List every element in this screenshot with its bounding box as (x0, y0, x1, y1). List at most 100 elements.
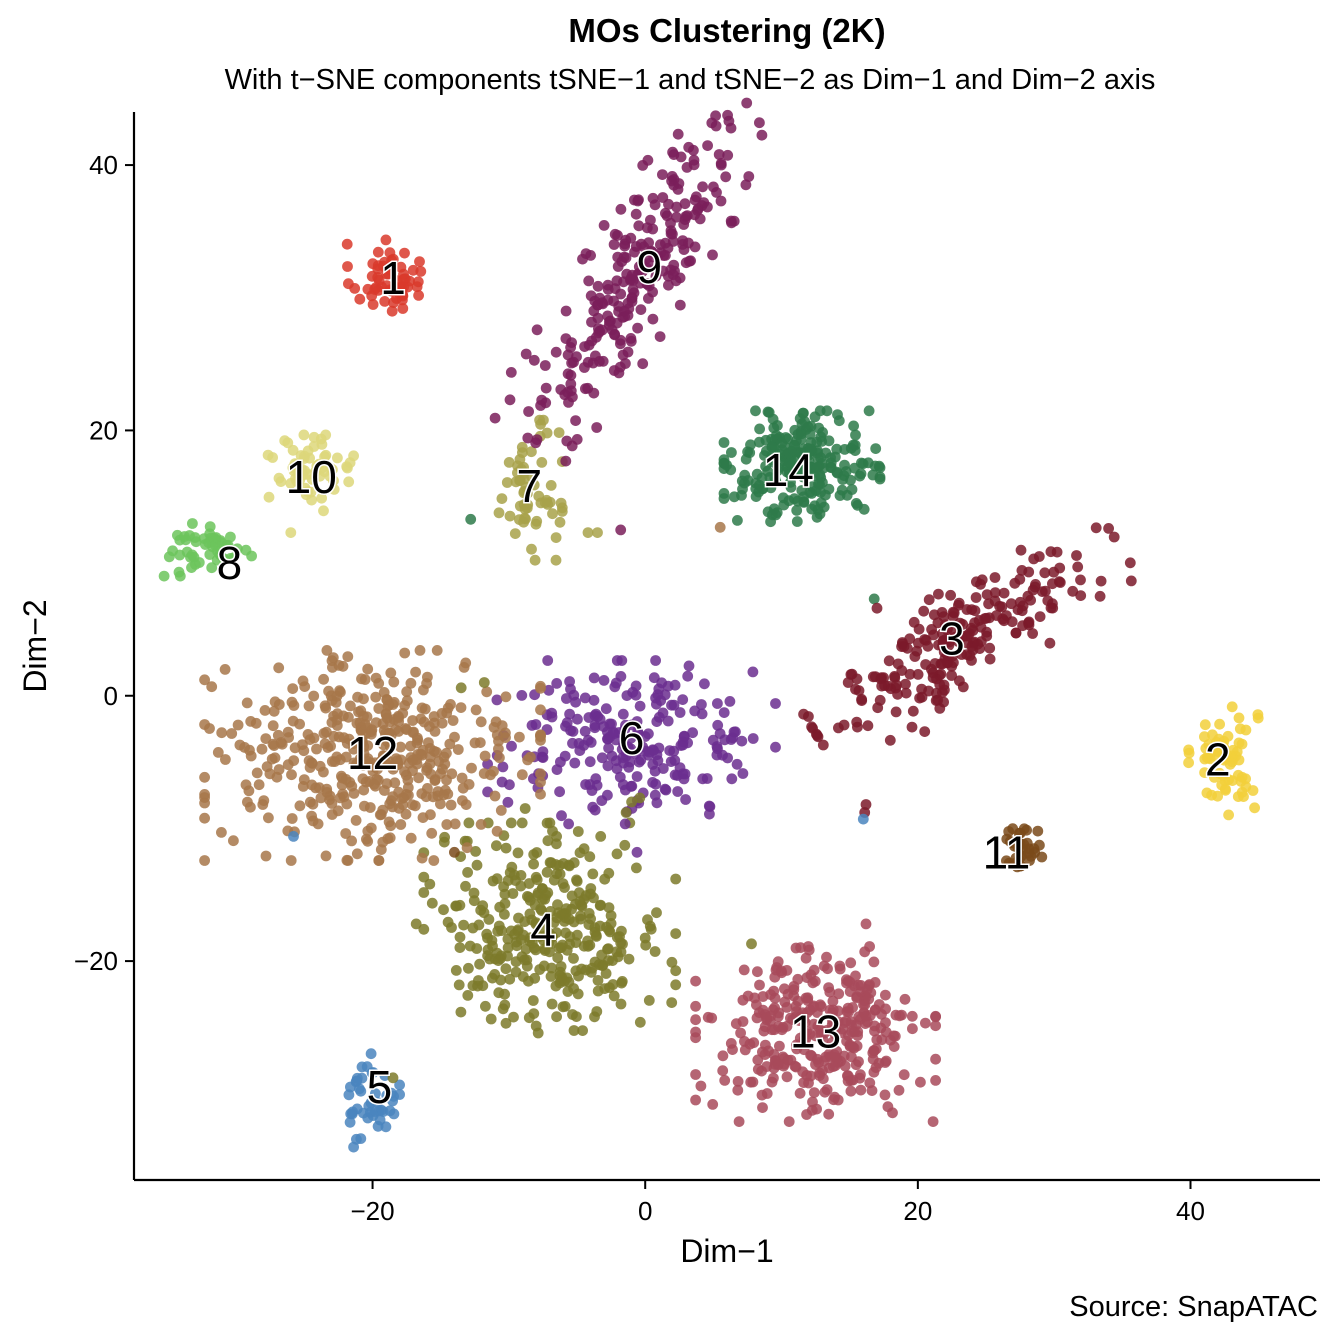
cluster-12-point (469, 737, 481, 749)
cluster-12-point (348, 757, 360, 769)
cluster-12-point (373, 703, 385, 714)
cluster-6-point (664, 745, 676, 756)
cluster-12-point (245, 716, 257, 727)
cluster-13-point (869, 1020, 880, 1032)
cluster-12-point (373, 855, 385, 866)
cluster-3-point (1009, 577, 1021, 589)
cluster-12-point (407, 727, 419, 738)
chart-caption: Source: SnapATAC (1069, 1291, 1318, 1323)
cluster-11-point (1036, 851, 1048, 863)
cluster-1-point (379, 296, 391, 307)
cluster-6-point (619, 818, 631, 830)
cluster-3-point (906, 721, 918, 733)
cluster-12-point (397, 799, 409, 811)
cluster-6-point (602, 760, 614, 772)
cluster-13-point (851, 991, 863, 1002)
cluster-12-point (455, 702, 467, 713)
cluster-9-point (688, 144, 699, 156)
cluster-12-point (264, 768, 276, 780)
cluster-9-point (612, 230, 623, 241)
cluster-2-point (1227, 775, 1238, 786)
cluster-12-point (378, 750, 390, 762)
cluster-4-point (545, 971, 557, 982)
cluster-7-point (531, 515, 543, 527)
cluster-11-point (1009, 840, 1020, 852)
cluster-12-point (351, 717, 363, 729)
cluster-6-point (633, 756, 645, 768)
cluster-2-point (1220, 784, 1231, 796)
cluster-13-point (829, 1049, 840, 1061)
cluster-14-point (820, 489, 831, 501)
cluster-12-point (320, 850, 332, 862)
cluster-9-point (618, 251, 630, 263)
cluster-3-point (1095, 575, 1107, 587)
cluster-13-point (906, 1010, 918, 1022)
cluster-label-13: 13 (790, 1005, 841, 1057)
cluster-4-point (496, 925, 507, 936)
cluster-9-point (608, 365, 620, 376)
cluster-13-point (833, 988, 845, 1000)
cluster-4-point (587, 868, 599, 880)
cluster-13-point (819, 1086, 831, 1098)
cluster-9-point (570, 415, 581, 426)
cluster-4-point (510, 966, 522, 978)
cluster-6-point (563, 818, 574, 830)
cluster-13-point (821, 951, 832, 963)
cluster-4-point (458, 919, 469, 931)
cluster-6-point (726, 773, 738, 785)
cluster-14-point (732, 515, 743, 526)
cluster-13-point (920, 1017, 931, 1029)
cluster-4-point (666, 997, 678, 1008)
cluster-14-point (821, 405, 833, 417)
cluster-13-point (827, 995, 839, 1007)
cluster-13-point (737, 1016, 749, 1027)
cluster-6-point (546, 711, 558, 723)
cluster-4-point (596, 949, 607, 961)
cluster-13-point (690, 1000, 701, 1012)
cluster-6-point (674, 707, 686, 718)
cluster-7-point (545, 480, 557, 491)
cluster-12-point (258, 795, 270, 806)
cluster-3-point (967, 625, 979, 636)
cluster-12-point (216, 827, 227, 838)
cluster-3-point (1090, 522, 1102, 534)
cluster-6-point (596, 752, 608, 764)
cluster-7-point (496, 493, 508, 504)
cluster-6-point (682, 670, 694, 682)
cluster-4-point (499, 898, 511, 909)
cluster-3-point (945, 589, 956, 601)
cluster-9-point (563, 397, 574, 408)
cluster-3-point (1067, 585, 1079, 597)
cluster-4-point (550, 859, 562, 870)
cluster-12-point (436, 717, 448, 729)
cluster-9-point (629, 246, 640, 258)
cluster-3-point (838, 719, 850, 731)
cluster-4-point (528, 858, 539, 870)
cluster-12-point (365, 728, 377, 740)
cluster-12-point (253, 779, 265, 791)
cluster-2-point (1252, 712, 1264, 724)
cluster-13-point (808, 1087, 820, 1098)
cluster-8-point (240, 544, 252, 556)
cluster-2-point (1218, 754, 1230, 766)
cluster-9-point (756, 129, 768, 141)
cluster-12-point (199, 812, 211, 824)
cluster-12-point (424, 758, 436, 770)
cluster-12-point (294, 800, 306, 812)
cluster-5-point (356, 1061, 368, 1073)
cluster-1-point (397, 303, 409, 314)
cluster-14-point (839, 459, 850, 471)
cluster-12-point (347, 738, 359, 749)
cluster-4-point (588, 892, 599, 904)
stray-point (551, 831, 562, 842)
cluster-4-point (499, 999, 511, 1011)
cluster-7-point (550, 532, 562, 543)
cluster-6-point (554, 786, 565, 798)
cluster-4-point (611, 946, 622, 958)
cluster-10-point (291, 475, 303, 487)
cluster-14-point (754, 423, 765, 435)
cluster-6-point (617, 779, 629, 791)
cluster-9-point (565, 378, 577, 390)
cluster-13-point (732, 1084, 744, 1096)
